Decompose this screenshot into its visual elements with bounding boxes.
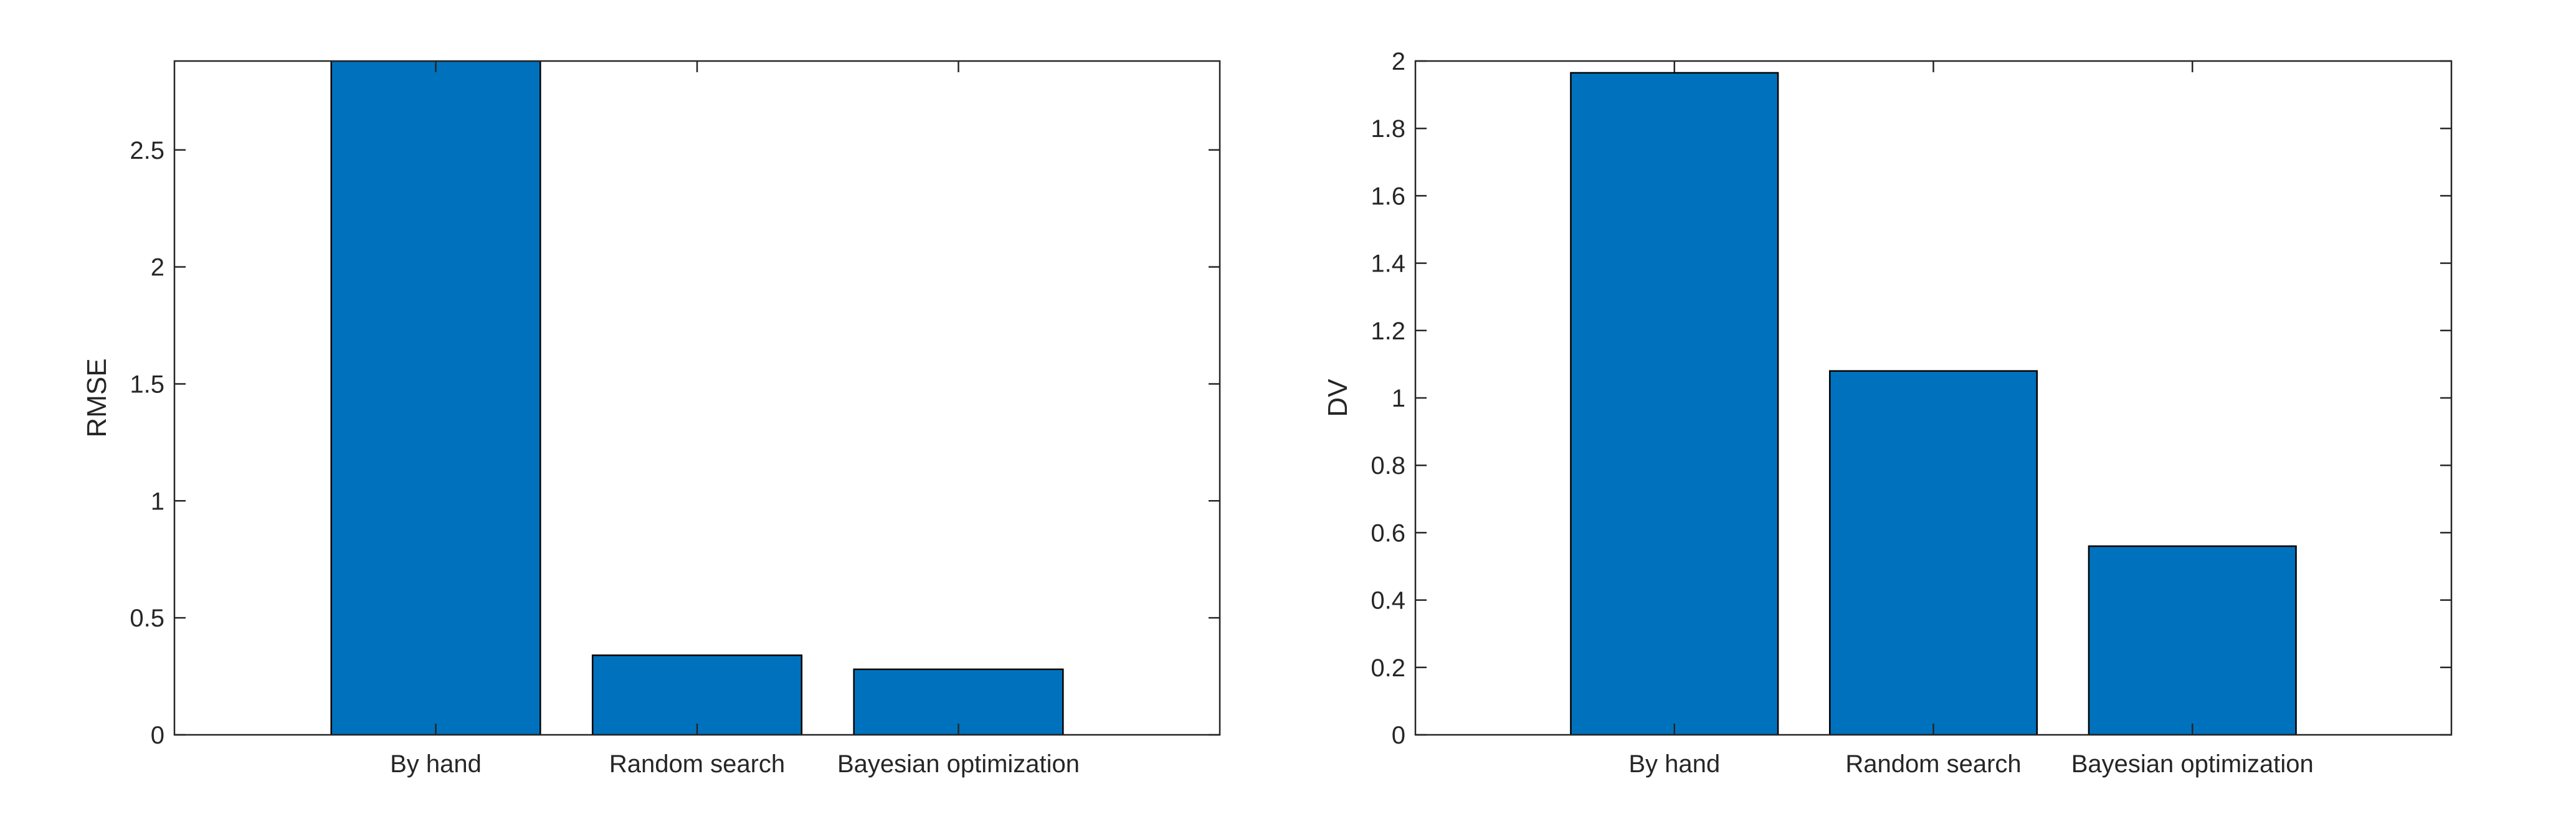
dv-ytick-label-9: 1.8: [1371, 115, 1405, 143]
rmse-ytick-label-0: 0: [151, 722, 164, 749]
dv-bars: [1570, 72, 2297, 735]
rmse-ytick-label-3: 1.5: [130, 371, 164, 398]
dv-ytick-label-0: 0: [1392, 722, 1405, 749]
rmse-category-label-2: Random search: [609, 750, 785, 778]
rmse-chart: 0 0.5 1 1.5 2 2.5 By hand Random search Bayesian…: [82, 60, 1221, 778]
rmse-bars: [330, 61, 1064, 735]
dv-category-label-1: By hand: [1628, 750, 1720, 778]
dv-ytick-label-3: 0.6: [1371, 519, 1405, 547]
dv-ytick-label-5: 1: [1392, 385, 1405, 412]
rmse-ytick-label-1: 0.5: [130, 605, 164, 632]
rmse-ytick-label-4: 2: [151, 254, 164, 281]
dv-category-label-3: Bayesian optimization: [2071, 750, 2314, 778]
dv-ylabel: DV: [1323, 379, 1353, 417]
rmse-bar-1: [330, 61, 541, 735]
dv-ytick-label-7: 1.4: [1371, 250, 1405, 278]
rmse-bar-2: [591, 654, 803, 735]
rmse-ylabel: RMSE: [82, 358, 112, 437]
dv-chart: 0 0.2 0.4 0.6 0.8 1 1.2 1.4 1.6 1.8 2 By hand Random…: [1323, 48, 2453, 778]
dv-ytick-label-8: 1.6: [1371, 182, 1405, 210]
dv-ytick-label-6: 1.2: [1371, 318, 1405, 345]
dv-ytick-label-1: 0.2: [1371, 654, 1405, 682]
dv-bar-2: [1828, 370, 2038, 735]
rmse-ytick-label-5: 2.5: [130, 137, 164, 164]
dv-ytick-label-4: 0.8: [1371, 452, 1405, 479]
dv-category-label-2: Random search: [1845, 750, 2021, 778]
dv-ytick-label-2: 0.4: [1371, 587, 1405, 615]
dv-bar-3: [2088, 545, 2297, 735]
rmse-ytick-label-2: 1: [151, 488, 164, 515]
dv-ytick-label-10: 2: [1392, 48, 1405, 75]
dv-bar-1: [1570, 72, 1779, 735]
rmse-category-label-1: By hand: [390, 750, 482, 778]
rmse-category-label-3: Bayesian optimization: [837, 750, 1080, 778]
